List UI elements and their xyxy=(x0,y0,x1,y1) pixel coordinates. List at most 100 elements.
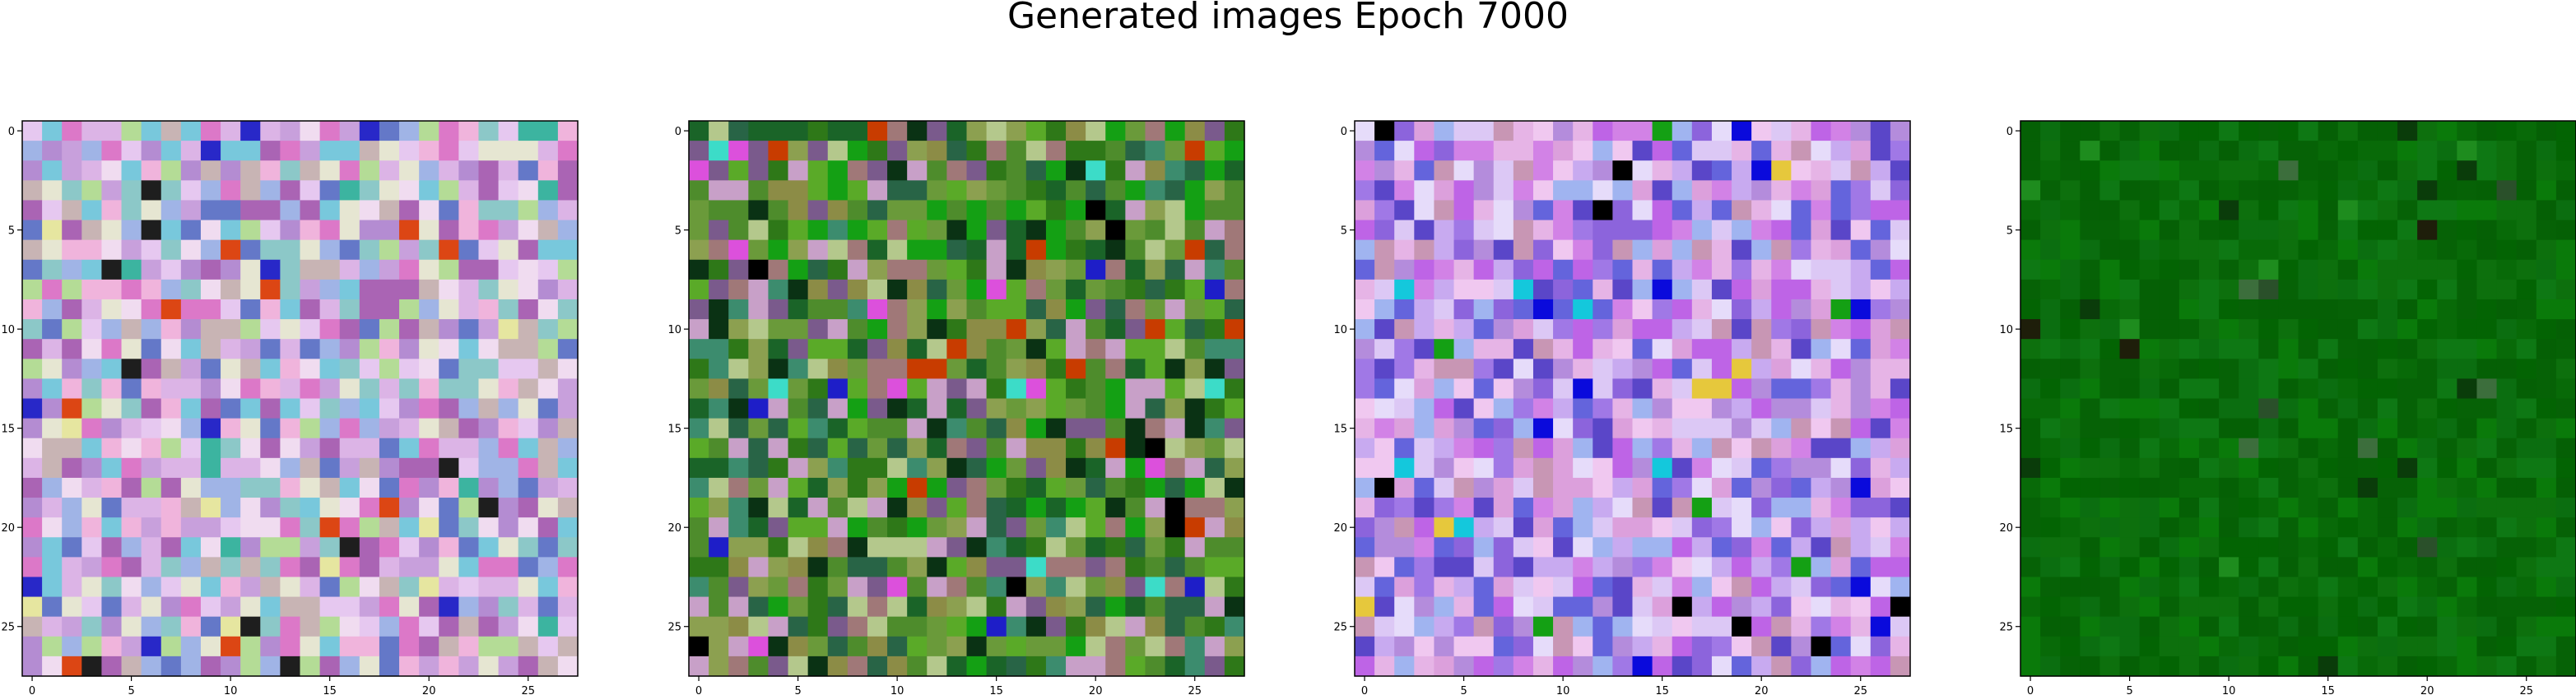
pixel-cell xyxy=(1691,557,1713,578)
pixel-cell xyxy=(1711,537,1732,558)
pixel-cell xyxy=(1593,220,1613,241)
pixel-cell xyxy=(200,259,221,280)
pixel-cell xyxy=(1811,359,1832,379)
pixel-cell xyxy=(2516,200,2537,221)
pixel-cell xyxy=(1612,121,1634,141)
pixel-cell xyxy=(1473,616,1495,637)
pixel-cell xyxy=(399,359,420,379)
pixel-cell xyxy=(1850,438,1872,459)
pixel-cell xyxy=(81,141,103,161)
pixel-cell xyxy=(986,339,1007,359)
pixel-cell xyxy=(907,596,928,618)
pixel-cell xyxy=(518,616,539,637)
pixel-cell xyxy=(2397,160,2418,181)
pixel-cell xyxy=(81,299,103,320)
pixel-cell xyxy=(1374,279,1395,300)
pixel-cell xyxy=(1632,160,1653,181)
pixel-cell xyxy=(1870,378,1891,400)
pixel-cell xyxy=(927,577,947,598)
pixel-cell xyxy=(847,378,868,400)
pixel-cell xyxy=(1355,636,1375,657)
pixel-cell xyxy=(2020,220,2041,241)
pixel-cell xyxy=(2198,160,2220,181)
y-tick-label: 15 xyxy=(1333,424,1347,436)
pixel-cell xyxy=(2298,418,2319,439)
pixel-cell xyxy=(728,180,749,202)
pixel-cell xyxy=(1434,398,1455,419)
pixel-cell xyxy=(300,398,321,419)
pixel-cell xyxy=(2476,498,2498,518)
pixel-cell xyxy=(1224,359,1245,379)
pixel-cell xyxy=(2060,398,2081,419)
pixel-cell xyxy=(927,378,947,400)
pixel-cell xyxy=(280,141,301,161)
pixel-cell xyxy=(2496,498,2518,518)
pixel-cell xyxy=(1890,239,1911,261)
pixel-cell xyxy=(1771,656,1792,677)
pixel-cell xyxy=(2040,220,2061,241)
pixel-cell xyxy=(1870,398,1891,419)
pixel-cell xyxy=(2516,577,2537,598)
pixel-cell xyxy=(1414,537,1435,558)
pixel-cell xyxy=(1691,160,1713,181)
pixel-cell xyxy=(1811,656,1832,677)
pixel-cell xyxy=(1573,160,1593,181)
pixel-cell xyxy=(907,200,928,221)
pixel-cell xyxy=(1105,596,1126,618)
pixel-cell xyxy=(101,537,123,558)
pixel-cell xyxy=(2397,577,2418,598)
pixel-cell xyxy=(1771,160,1792,181)
pixel-cell xyxy=(557,299,579,320)
pixel-cell xyxy=(2198,220,2220,241)
pixel-cell xyxy=(2536,259,2557,280)
pixel-cell xyxy=(1473,636,1495,657)
pixel-cell xyxy=(1493,457,1514,479)
pixel-cell xyxy=(1771,220,1792,241)
pixel-cell xyxy=(557,200,579,221)
pixel-cell xyxy=(1890,279,1911,300)
pixel-cell xyxy=(2258,477,2279,498)
pixel-cell xyxy=(399,259,420,280)
pixel-cell xyxy=(1224,299,1245,320)
pixel-cell xyxy=(2397,339,2418,359)
pixel-cell xyxy=(2080,577,2101,598)
pixel-cell xyxy=(927,141,947,161)
pixel-cell xyxy=(1165,418,1186,439)
pixel-cell xyxy=(1771,537,1792,558)
pixel-cell xyxy=(1086,141,1106,161)
pixel-cell xyxy=(709,200,729,221)
pixel-cell xyxy=(1374,121,1395,141)
pixel-cell xyxy=(1355,279,1375,300)
pixel-cell xyxy=(221,596,241,618)
pixel-cell xyxy=(22,596,43,618)
pixel-cell xyxy=(1732,616,1752,637)
pixel-cell xyxy=(2417,279,2438,300)
pixel-cell xyxy=(807,457,829,479)
pixel-cell xyxy=(1513,319,1534,340)
pixel-cell xyxy=(2139,359,2160,379)
pixel-cell xyxy=(2139,259,2160,280)
pixel-cell xyxy=(2536,299,2557,320)
pixel-cell xyxy=(1612,239,1634,261)
pixel-cell xyxy=(2457,636,2478,657)
pixel-cell xyxy=(907,457,928,479)
pixel-cell xyxy=(1414,180,1435,202)
pixel-cell xyxy=(1553,498,1574,518)
pixel-cell xyxy=(240,339,261,359)
pixel-cell xyxy=(2040,398,2061,419)
pixel-cell xyxy=(1632,498,1653,518)
pixel-cell xyxy=(728,279,749,300)
pixel-cell xyxy=(1066,438,1086,459)
pixel-cell xyxy=(419,418,439,439)
pixel-cell xyxy=(2040,656,2061,677)
pixel-cell xyxy=(1414,517,1435,538)
pixel-cell xyxy=(867,141,888,161)
pixel-cell xyxy=(419,180,439,202)
pixel-cell xyxy=(1355,378,1375,400)
pixel-cell xyxy=(221,616,241,637)
pixel-cell xyxy=(1086,220,1106,241)
pixel-cell xyxy=(22,339,43,359)
pixel-cell xyxy=(1025,398,1047,419)
pixel-cell xyxy=(1830,319,1852,340)
